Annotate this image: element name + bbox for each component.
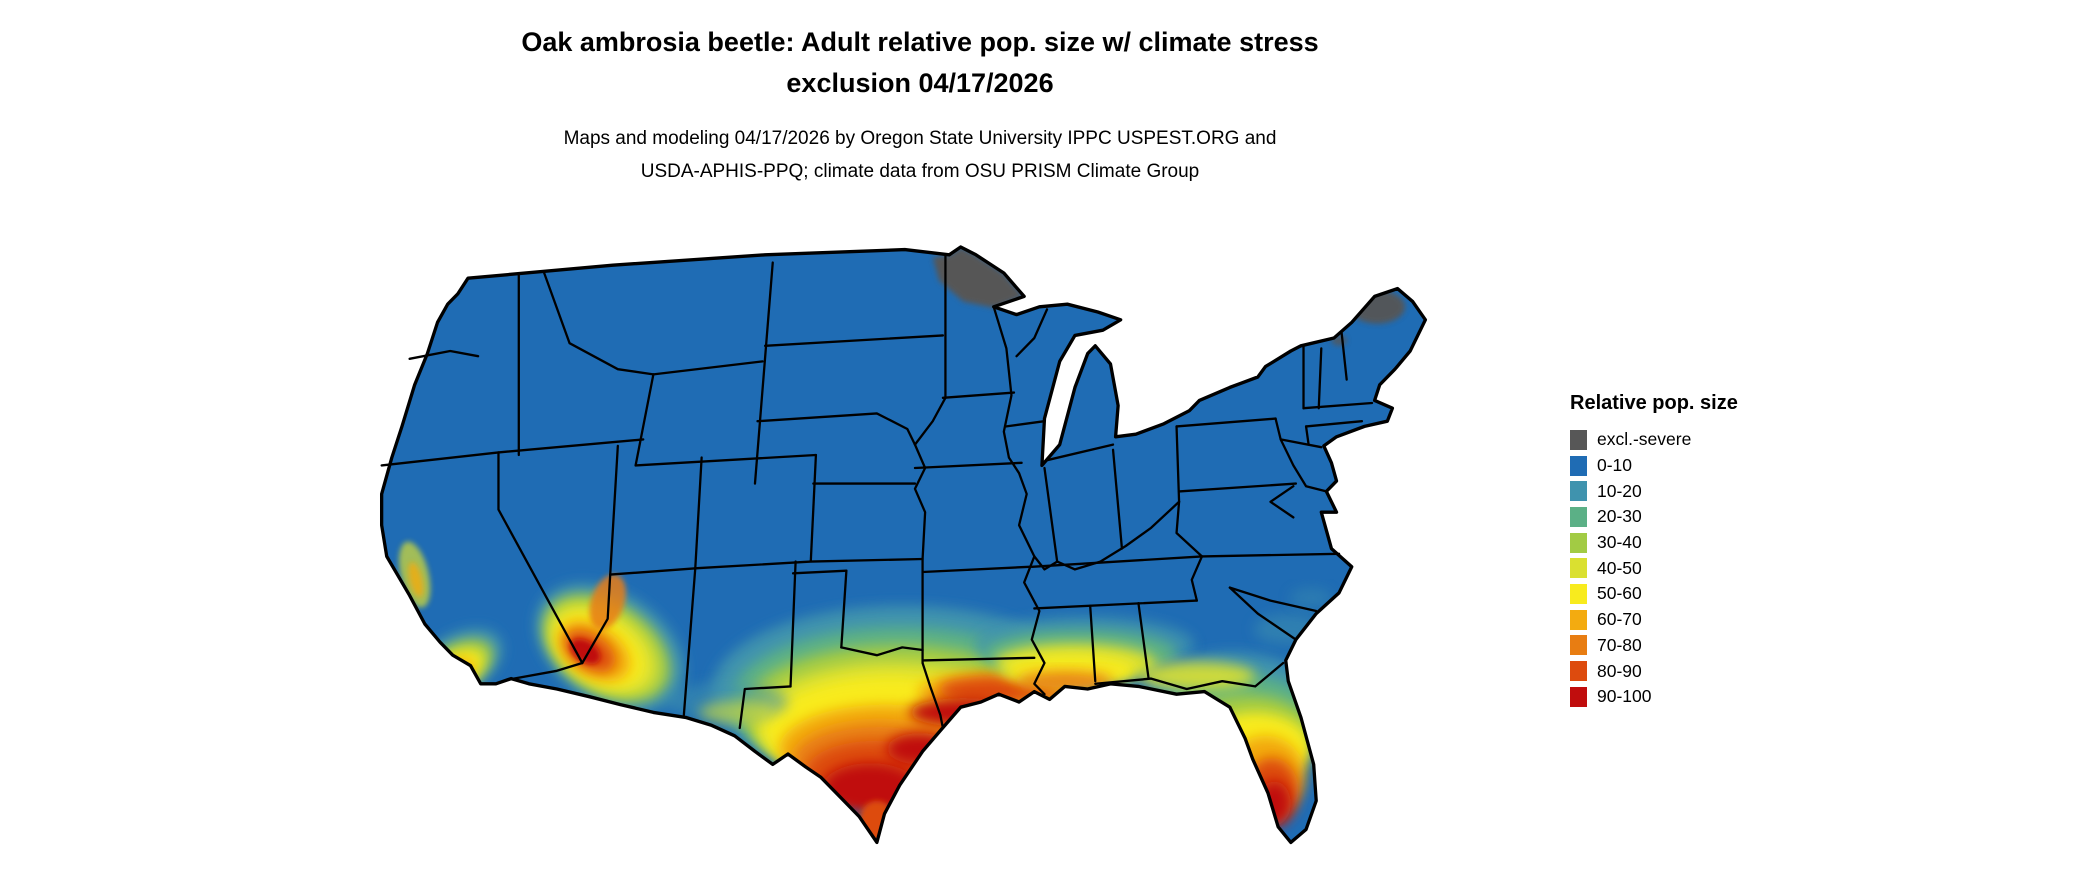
- legend-label: 70-80: [1597, 634, 1642, 655]
- us-map: [308, 234, 1527, 884]
- title-line-1: Oak ambrosia beetle: Adult relative pop.…: [521, 27, 1319, 57]
- legend-label: 20-30: [1597, 506, 1642, 527]
- legend-item-70-80: 70-80: [1570, 633, 1810, 659]
- page-title: Oak ambrosia beetle: Adult relative pop.…: [0, 22, 1840, 104]
- legend-swatch-80-90: [1570, 661, 1587, 682]
- legend-item-30-40: 30-40: [1570, 530, 1810, 556]
- state-borders: [380, 253, 1374, 730]
- legend-title: Relative pop. size: [1570, 392, 1738, 414]
- legend-swatch-20-30: [1570, 506, 1587, 527]
- legend-label: 30-40: [1597, 532, 1642, 553]
- legend-label: 0-10: [1597, 455, 1633, 476]
- legend-swatch-90-100: [1570, 686, 1587, 707]
- legend-item-40-50: 40-50: [1570, 555, 1810, 581]
- page-subtitle: Maps and modeling 04/17/2026 by Oregon S…: [0, 122, 1840, 188]
- legend-label: 80-90: [1597, 660, 1642, 681]
- legend-swatch-60-70: [1570, 609, 1587, 630]
- legend-item-20-30: 20-30: [1570, 504, 1810, 530]
- title-line-2: exclusion 04/17/2026: [786, 68, 1054, 98]
- legend-item-60-70: 60-70: [1570, 607, 1810, 633]
- legend-label: excl.-severe: [1597, 429, 1692, 450]
- legend-item-0-10: 0-10: [1570, 453, 1810, 479]
- legend-swatch-0-10: [1570, 455, 1587, 476]
- legend-swatch-50-60: [1570, 583, 1587, 604]
- legend-item-90-100: 90-100: [1570, 684, 1810, 710]
- legend-swatch-30-40: [1570, 532, 1587, 553]
- legend-label: 10-20: [1597, 480, 1642, 501]
- legend-swatch-70-80: [1570, 635, 1587, 656]
- legend-item-50-60: 50-60: [1570, 581, 1810, 607]
- legend-item-excl-severe: excl.-severe: [1570, 427, 1810, 453]
- us-map-svg: [379, 245, 1428, 845]
- subtitle-line-1: Maps and modeling 04/17/2026 by Oregon S…: [563, 128, 1277, 149]
- legend-swatch-10-20: [1570, 481, 1587, 502]
- legend-item-80-90: 80-90: [1570, 658, 1810, 684]
- legend-swatch-40-50: [1570, 558, 1587, 579]
- legend-item-10-20: 10-20: [1570, 478, 1810, 504]
- legend-label: 50-60: [1597, 583, 1642, 604]
- subtitle-line-2: USDA-APHIS-PPQ; climate data from OSU PR…: [640, 161, 1200, 182]
- conus-outline: [379, 245, 1428, 845]
- map-legend: Relative pop. size excl.-severe 0-10 10-…: [1570, 392, 1810, 710]
- legend-label: 90-100: [1597, 686, 1652, 707]
- legend-label: 40-50: [1597, 557, 1642, 578]
- legend-swatch-excl-severe: [1570, 429, 1587, 450]
- legend-label: 60-70: [1597, 609, 1642, 630]
